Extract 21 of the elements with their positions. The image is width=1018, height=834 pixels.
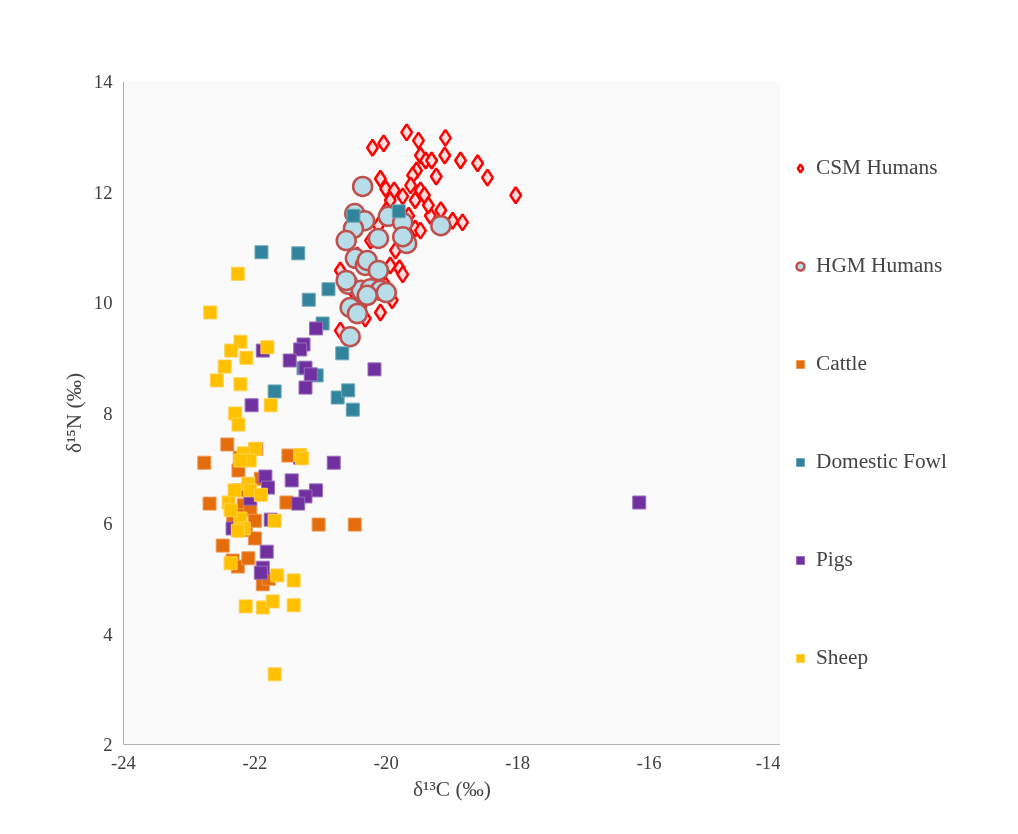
x-axis-title: δ¹³C (‰) bbox=[413, 776, 491, 801]
y-tick-label: 10 bbox=[93, 292, 113, 313]
x-tick-label: -16 bbox=[636, 751, 662, 773]
x-tick-label: -20 bbox=[373, 751, 399, 773]
y-tick-label: 8 bbox=[103, 402, 113, 424]
y-axis-title: δ¹⁵N (‰) bbox=[61, 372, 86, 454]
x-tick-label: -14 bbox=[755, 751, 782, 773]
x-tick-label: -24 bbox=[111, 751, 137, 773]
y-tick-label: 6 bbox=[103, 513, 113, 534]
x-tick-label: -18 bbox=[505, 751, 531, 773]
legend-label: Cattle bbox=[816, 351, 867, 376]
legend-label: HGM Humans bbox=[816, 253, 943, 278]
legend-label: Domestic Fowl bbox=[816, 449, 947, 474]
legend-label: Sheep bbox=[816, 645, 869, 670]
y-tick-label: 4 bbox=[103, 623, 114, 645]
legend-label: CSM Humans bbox=[816, 155, 938, 180]
legend-label: Pigs bbox=[816, 547, 853, 572]
x-tick-label: -22 bbox=[242, 751, 268, 773]
y-tick-label: 12 bbox=[93, 181, 113, 203]
y-tick-label: 2 bbox=[103, 734, 113, 755]
y-tick-label: 14 bbox=[93, 71, 114, 92]
